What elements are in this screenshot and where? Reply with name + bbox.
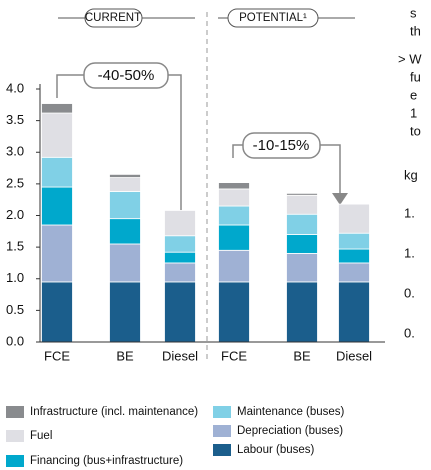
bar-segment bbox=[218, 205, 250, 226]
x-tick-label: BE bbox=[116, 348, 134, 363]
annotation-box bbox=[83, 62, 169, 89]
bar-segment bbox=[41, 103, 73, 114]
bar-segment bbox=[164, 210, 196, 237]
side-text: kg bbox=[404, 167, 418, 182]
bar-segment bbox=[109, 191, 141, 220]
bar-segment bbox=[109, 177, 141, 192]
bar-segment bbox=[41, 112, 73, 158]
bar-segment bbox=[286, 213, 318, 235]
header-box bbox=[84, 8, 143, 28]
bar-segment bbox=[286, 192, 318, 196]
side-text: 1 bbox=[410, 105, 417, 120]
legend-swatch bbox=[6, 406, 24, 418]
x-tick-label: Diesel bbox=[336, 348, 372, 363]
legend-label: Labour (buses) bbox=[237, 444, 315, 456]
legend-label: Depreciation (buses) bbox=[237, 425, 343, 437]
bar-segment bbox=[164, 281, 196, 343]
side-text: fu bbox=[410, 69, 421, 84]
bar-segment bbox=[286, 281, 318, 343]
side-text: > W bbox=[398, 51, 422, 66]
bar-segment bbox=[338, 262, 370, 283]
bar-segment bbox=[41, 281, 73, 343]
legend-swatch bbox=[6, 455, 24, 467]
legend-label: Fuel bbox=[30, 430, 52, 442]
y-tick-label: 0.5 bbox=[6, 302, 24, 317]
bar-segment bbox=[218, 188, 250, 207]
bar-segment bbox=[338, 281, 370, 343]
annotation-connector bbox=[56, 74, 182, 222]
bar-segment bbox=[41, 186, 73, 226]
bar-segment bbox=[338, 248, 370, 264]
side-text: s bbox=[410, 5, 417, 20]
bar-segment bbox=[218, 182, 250, 190]
y-tick-label: 1.5 bbox=[6, 239, 24, 254]
bar-segment bbox=[338, 232, 370, 250]
y-tick-label: 1.0 bbox=[6, 270, 24, 285]
bar-segment bbox=[109, 281, 141, 343]
x-tick-label: FCE bbox=[44, 348, 70, 363]
bar-segment bbox=[109, 243, 141, 283]
bar-segment bbox=[164, 262, 196, 283]
arrow bbox=[332, 193, 348, 205]
y-tick-label: 0.0 bbox=[6, 333, 24, 348]
header-box bbox=[227, 8, 319, 28]
y-tick-label: 2.0 bbox=[6, 207, 24, 222]
side-text: th bbox=[410, 23, 421, 38]
x-tick-label: BE bbox=[293, 348, 311, 363]
side-text: 0. bbox=[404, 325, 415, 340]
side-text: to bbox=[410, 123, 421, 138]
legend-swatch bbox=[213, 406, 231, 418]
bar-segment bbox=[41, 156, 73, 188]
bar-segment bbox=[109, 218, 141, 245]
legend-swatch bbox=[6, 430, 24, 442]
group-label: POTENTIAL¹ bbox=[239, 12, 307, 24]
y-tick-label: 4.0 bbox=[6, 80, 24, 95]
side-text: 0. bbox=[404, 285, 415, 300]
annotation-box bbox=[242, 132, 321, 159]
side-text: e bbox=[410, 87, 417, 102]
annotation-connector bbox=[232, 144, 341, 195]
bar-segment bbox=[338, 203, 370, 234]
x-tick-label: Diesel bbox=[162, 348, 198, 363]
side-text: 1. bbox=[404, 245, 415, 260]
bar-segment bbox=[218, 224, 250, 251]
y-tick-label: 3.5 bbox=[6, 112, 24, 127]
legend-label: Infrastructure (incl. maintenance) bbox=[30, 406, 198, 418]
bar-segment bbox=[109, 173, 141, 178]
bar-segment bbox=[286, 234, 318, 254]
bar-segment bbox=[218, 281, 250, 343]
x-tick-label: FCE bbox=[221, 348, 247, 363]
bar-segment bbox=[286, 194, 318, 215]
legend-label: Financing (bus+infrastructure) bbox=[30, 455, 183, 467]
bar-segment bbox=[164, 235, 196, 253]
group-label: CURRENT bbox=[85, 12, 141, 24]
legend-swatch bbox=[213, 444, 231, 456]
legend-label: Maintenance (buses) bbox=[237, 406, 345, 418]
annotation: -40-50% bbox=[98, 67, 155, 84]
legend-swatch bbox=[213, 425, 231, 437]
bar-segment bbox=[41, 224, 73, 283]
y-tick-label: 2.5 bbox=[6, 175, 24, 190]
side-text: 1. bbox=[404, 205, 415, 220]
bar-segment bbox=[286, 253, 318, 283]
annotation: -10-15% bbox=[253, 137, 310, 154]
bar-segment bbox=[218, 249, 250, 283]
bar-segment bbox=[164, 251, 196, 264]
y-tick-label: 3.0 bbox=[6, 144, 24, 159]
